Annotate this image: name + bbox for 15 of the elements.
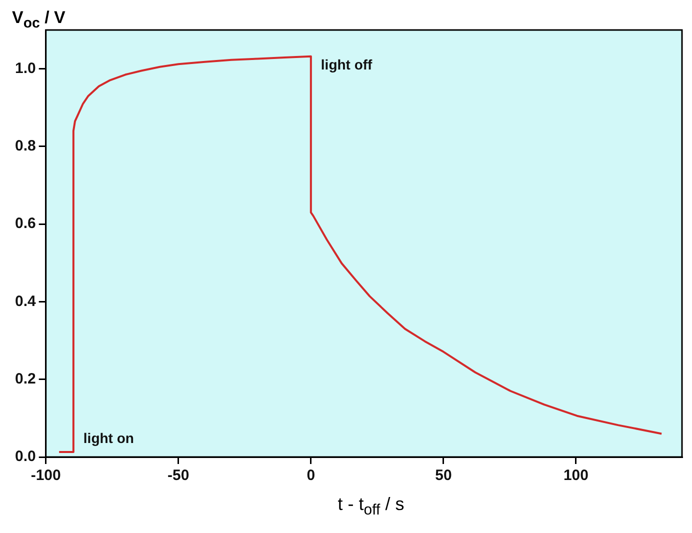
y-tick-label: 0.4	[14, 292, 36, 310]
y-tick-label: 1.0	[14, 60, 36, 77]
y-tick-label: 0.0	[14, 448, 36, 466]
x-tick-label: 50	[435, 467, 452, 484]
x-tick-label: 0	[306, 467, 316, 484]
y-tick-label: 0.8	[14, 138, 36, 155]
y-axis-title: V$_{oc}$ / V	[12, 8, 66, 32]
annotation: light on	[83, 430, 134, 446]
x-tick-label: -100	[30, 467, 61, 484]
x-tick-label: -50	[168, 467, 190, 484]
x-axis-title: t - t$_{off}$ / s	[336, 494, 406, 519]
annotation: light off	[320, 56, 373, 72]
y-tick-label: 0.6	[14, 215, 36, 232]
y-tick-label: 0.2	[14, 370, 36, 388]
x-tick-label: 100	[563, 467, 588, 484]
